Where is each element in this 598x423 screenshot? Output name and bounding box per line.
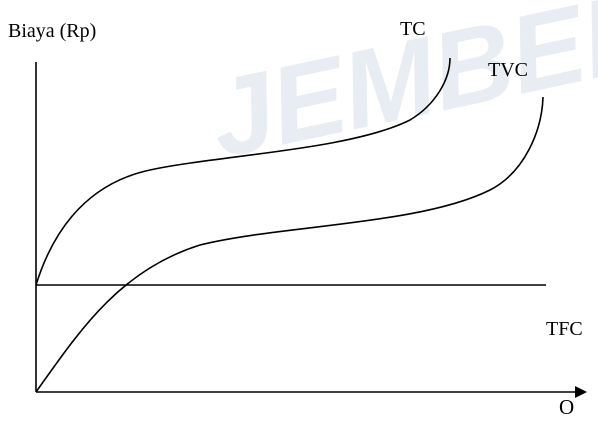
x-axis-label: O: [559, 395, 574, 418]
series-tvc-label: TVC: [488, 59, 528, 81]
x-axis-arrow-icon: [575, 386, 587, 398]
y-axis-label: Biaya (Rp): [8, 20, 96, 42]
series-tfc-label: TFC: [546, 318, 583, 340]
series-tc-label: TC: [400, 18, 426, 40]
series-tc-line: [35, 57, 451, 286]
series-tvc-line: [35, 96, 544, 393]
